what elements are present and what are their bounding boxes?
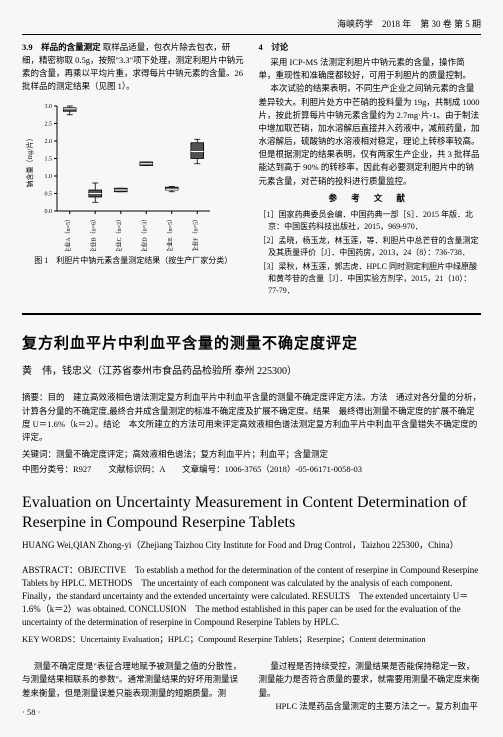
svg-text:0.5: 0.5: [45, 191, 53, 197]
svg-text:3.0: 3.0: [45, 104, 53, 110]
authors-cn: 黄 伟，钱忠义（江苏省泰州市食品药品检验所 泰州 225300）: [22, 364, 481, 380]
ref-3: ［3］梁秋，林玉莲，郭志虎．HPLC 同时测定利胆片中绿原酸和黄芩苷的含量［J］…: [259, 261, 482, 298]
authors-en: HUANG Wei,QIAN Zhong-yi（Zhejiang Taizhou…: [22, 540, 481, 552]
svg-text:企业E（n=5）: 企业E（n=5）: [166, 216, 174, 251]
page-number: · 58 ·: [22, 706, 245, 719]
boxplot-svg: 0.0 0.5 1.0 1.5 2.0 2.5 3.0 钠含量（mg/片） 企业…: [22, 96, 217, 251]
svg-text:2.0: 2.0: [45, 139, 53, 145]
top-two-columns: 3.9 样品的含量测定 取样品适量，包衣片除去包衣，研细，精密称取 0.5g，按…: [22, 41, 481, 299]
ref-1: ［1］国家药典委员会编．中国药典一部［S］．2015 年版．北京：中国医药科技出…: [259, 209, 482, 234]
svg-text:企业F（n=5）: 企业F（n=5）: [191, 216, 199, 251]
svg-text:2.5: 2.5: [45, 121, 53, 127]
article-title-en: Evaluation on Uncertainty Measurement in…: [22, 493, 481, 535]
section-3-9: 3.9 样品的含量测定 取样品适量，包衣片除去包衣，研细，精密称取 0.5g，按…: [22, 41, 245, 94]
subhead-3-9: 3.9 样品的含量测定: [22, 42, 101, 52]
references-list: ［1］国家药典委员会编．中国药典一部［S］．2015 年版．北京：中国医药科技出…: [259, 209, 482, 298]
article-title-cn: 复方利血平片中利血平含量的测量不确定度评定: [22, 333, 481, 356]
svg-text:企业C（n=2）: 企业C（n=2）: [115, 216, 123, 251]
separator-rule: [22, 313, 481, 315]
left-column: 3.9 样品的含量测定 取样品适量，包衣片除去包衣，研细，精密称取 0.5g，按…: [22, 41, 245, 299]
discussion-p1: 采用 ICP-MS 法测定利胆片中钠元素的含量，操作简单，重现性和准确度都较好，…: [259, 56, 482, 82]
svg-text:企业B（n=6）: 企业B（n=6）: [89, 216, 97, 251]
abstract-en: ABSTRACT：OBJECTIVE To establish a method…: [22, 564, 481, 629]
bottom-left-para: 测量不确定度是"表征合理地赋予被测量之值的分散性，与测量结果相联系的参数"。通常…: [22, 660, 245, 700]
svg-text:钠含量（mg/片）: 钠含量（mg/片）: [25, 134, 34, 187]
keywords-cn: 关键词：测量不确定度评定；高效液相色谱法；复方利血平片；利血平；含量测定: [22, 448, 481, 461]
references-heading: 参 考 文 献: [259, 192, 482, 205]
class-number-line: 中图分类号：R927 文献标识码：A 文章编号：1006-3765（2018）-…: [22, 463, 481, 476]
boxplot-chart: 0.0 0.5 1.0 1.5 2.0 2.5 3.0 钠含量（mg/片） 企业…: [22, 96, 217, 251]
bottom-two-columns: 测量不确定度是"表征合理地赋予被测量之值的分散性，与测量结果相联系的参数"。通常…: [22, 660, 481, 719]
bottom-right-para: 量过程是否持续受控，测量结果是否能保持稳定一致，测量能力是否符合质量的要求，就需…: [259, 660, 482, 713]
svg-text:1.5: 1.5: [45, 156, 53, 162]
ref-2: ［2］孟晓，杨玉龙，林玉莲，等．利胆片中总芒苷的含量测定及其质量评价［J］．中国…: [259, 235, 482, 260]
subhead-4: 4 讨论: [259, 41, 482, 54]
keywords-en: KEY WORDS：Uncertainty Evaluation；HPLC；Co…: [22, 633, 481, 646]
svg-text:1.0: 1.0: [45, 174, 53, 180]
svg-text:企业A（n=5）: 企业A（n=5）: [64, 216, 72, 251]
abstract-cn: 摘要：目的 建立高效液相色谱法测定复方利血平片中利血平含量的测量不确定度评定方法…: [22, 391, 481, 444]
discussion-p2: 本次试验的结果表明，不同生产企业之间钠元素的含量差异较大。利胆片处方中芒硝的投料…: [259, 82, 482, 187]
svg-text:0.0: 0.0: [45, 209, 53, 215]
svg-text:企业D（n=3）: 企业D（n=3）: [140, 216, 148, 251]
running-header: 海峡药学 2018 年 第 30 卷 第 5 期: [22, 18, 481, 35]
chart-caption: 图 1 利胆片中钠元素含量测定结果（按生产厂家分类）: [22, 255, 245, 267]
right-column: 4 讨论 采用 ICP-MS 法测定利胆片中钠元素的含量，操作简单，重现性和准确…: [259, 41, 482, 299]
